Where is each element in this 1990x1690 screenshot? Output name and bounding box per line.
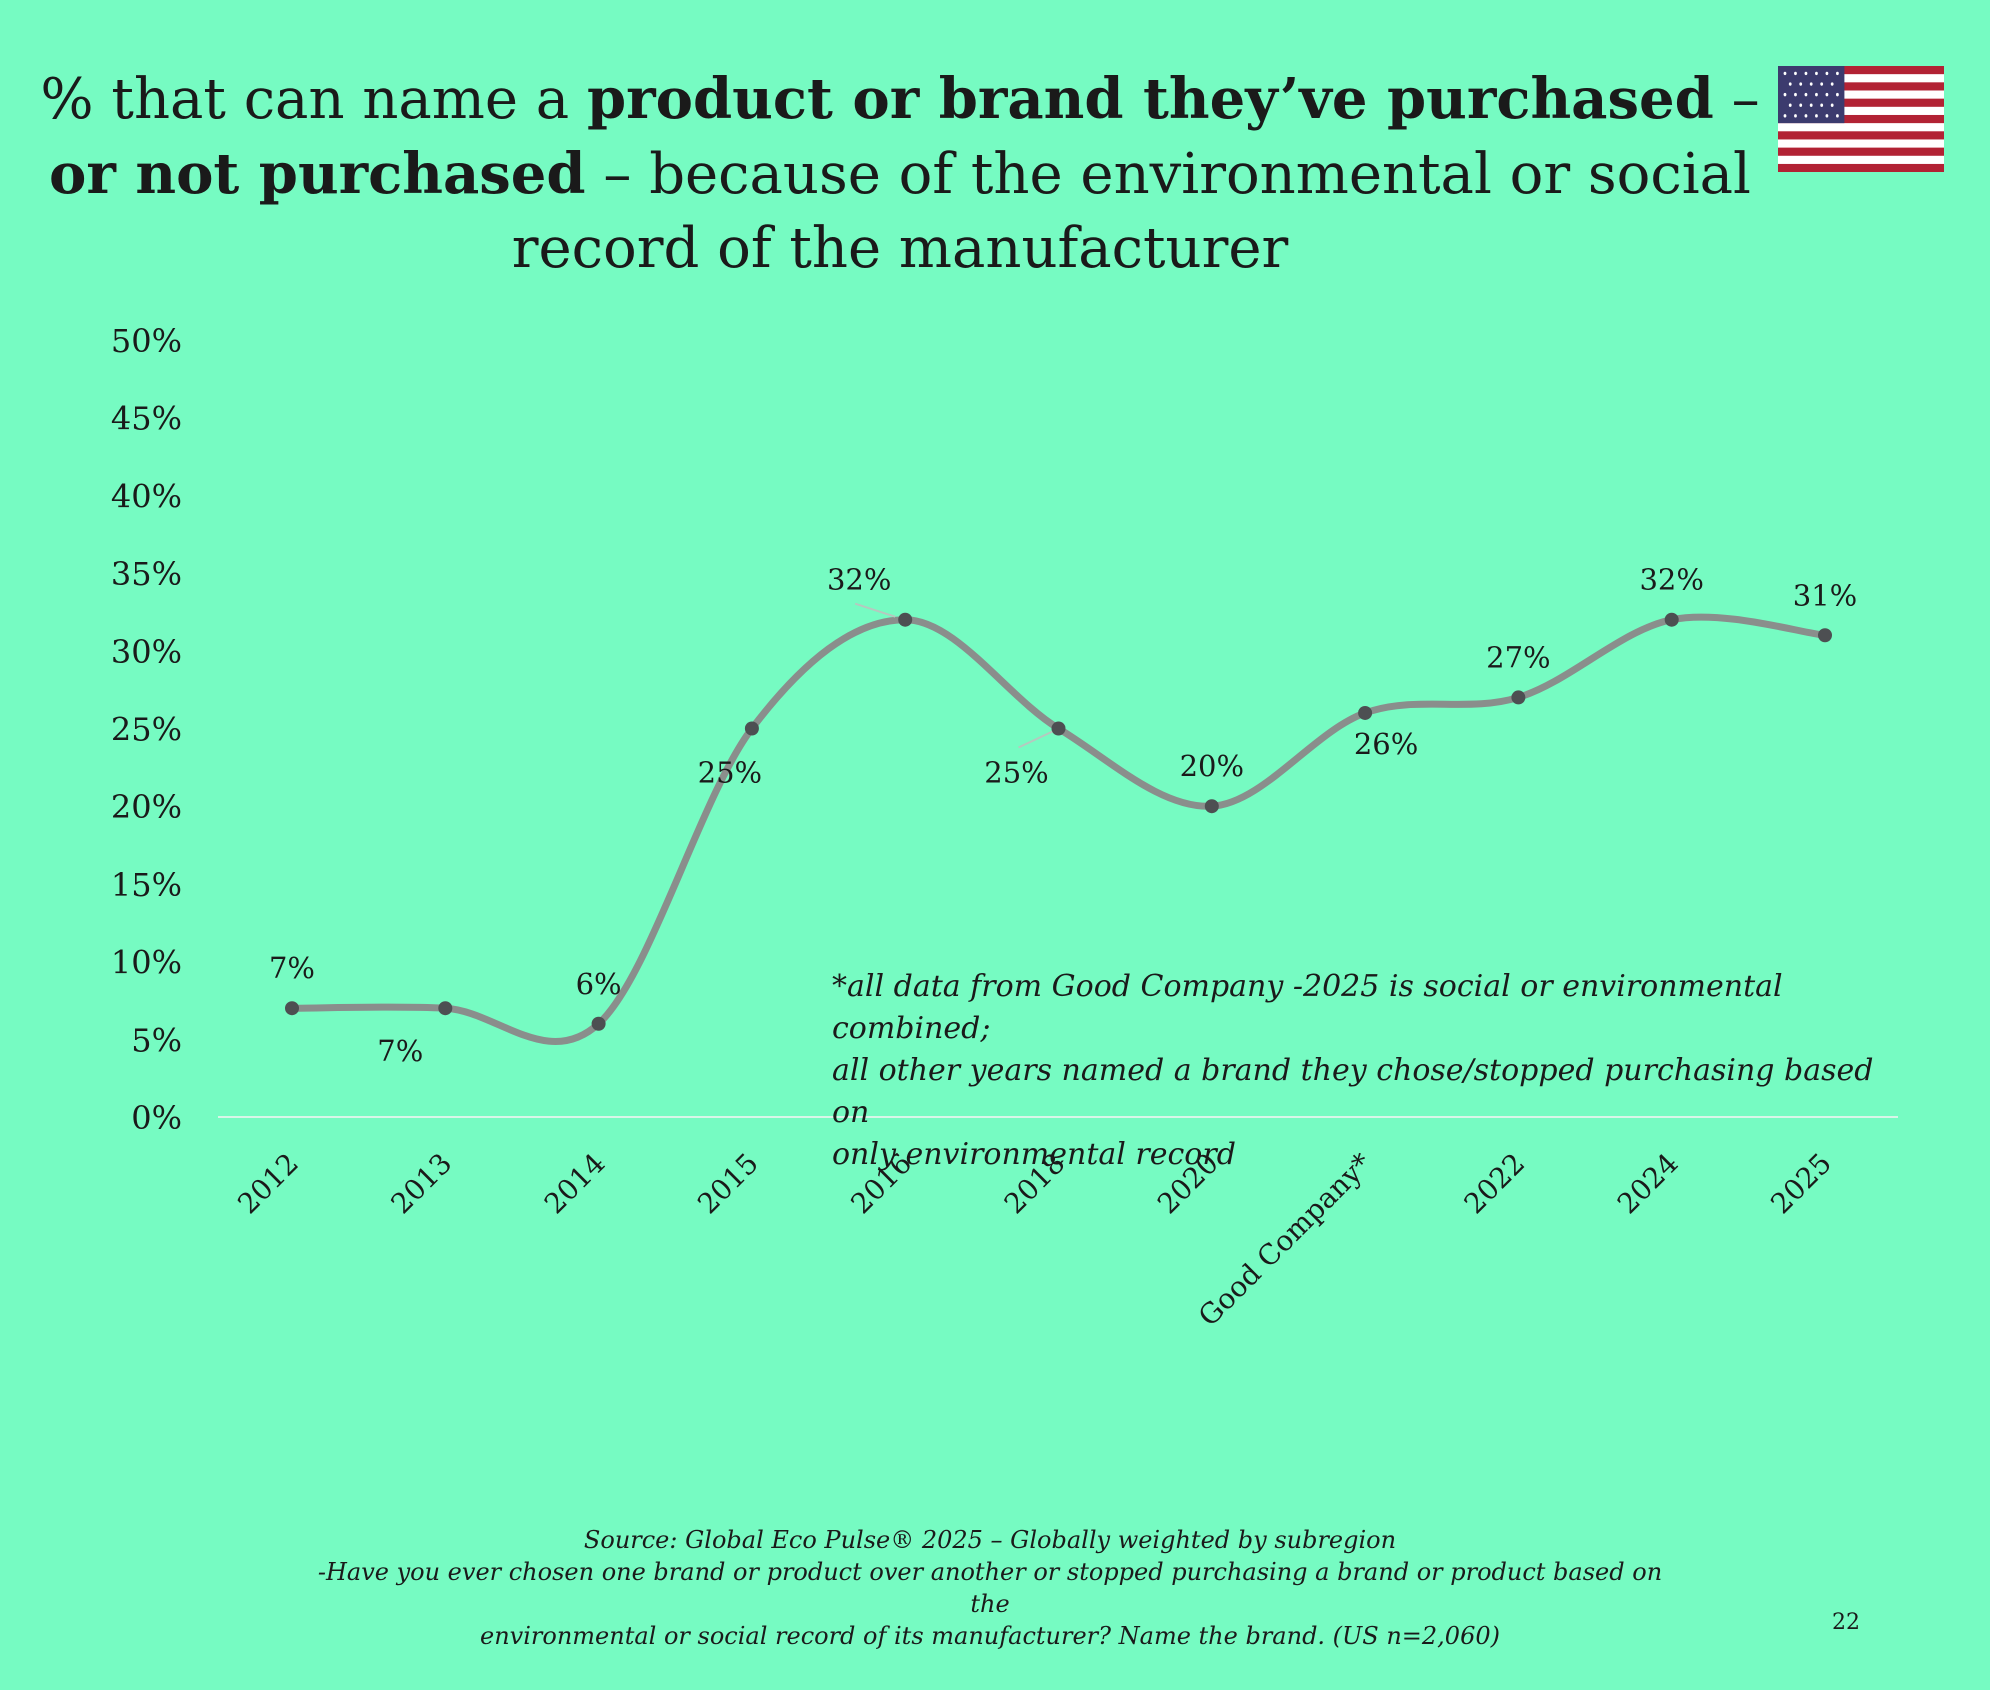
data-point [744, 721, 759, 736]
data-point [1204, 799, 1219, 814]
data-point [1358, 705, 1373, 720]
y-tick-label: 15% [111, 866, 182, 904]
x-tick-label: 2012 [231, 1147, 305, 1221]
us-flag-icon [1778, 66, 1944, 172]
data-label: 7% [377, 1034, 423, 1068]
data-point [591, 1016, 606, 1031]
footnote-line: all other years named a brand they chose… [832, 1053, 1874, 1130]
line-chart: 0% 5% 10% 15% 20% 25% 30% 35% 40% 45% 50% 2012 2013… [111, 322, 1898, 1333]
label-leader-lines [854, 602, 1053, 749]
data-label: 20% [1180, 749, 1244, 783]
y-tick-label: 30% [111, 633, 182, 671]
footnote-line: *all data from Good Company -2025 is soc… [832, 969, 1783, 1046]
data-label: 27% [1486, 640, 1550, 674]
data-markers [285, 612, 1832, 1031]
data-label: 32% [1639, 563, 1703, 597]
data-point [1511, 690, 1526, 705]
data-point [285, 1001, 299, 1016]
source-line: Source: Global Eco Pulse® 2025 – Globall… [583, 1526, 1397, 1554]
y-axis: 0% 5% 10% 15% 20% 25% 30% 35% 40% 45% 50% [111, 322, 182, 1137]
page-number: 22 [1832, 1610, 1860, 1635]
data-label: 7% [269, 951, 315, 985]
source-note: Source: Global Eco Pulse® 2025 – Globall… [300, 1524, 1680, 1652]
y-tick-label: 50% [111, 322, 182, 360]
y-tick-label: 10% [111, 944, 182, 982]
series-line [288, 613, 1829, 1045]
leader-line [1018, 730, 1053, 749]
y-tick-label: 0% [131, 1099, 182, 1137]
x-tick-label: 2014 [538, 1147, 612, 1221]
y-tick-label: 20% [111, 788, 182, 826]
leader-line [854, 602, 896, 618]
data-label: 31% [1793, 578, 1857, 612]
source-line: environmental or social record of its ma… [480, 1622, 1500, 1650]
data-label: 25% [984, 756, 1048, 790]
y-tick-label: 40% [111, 477, 182, 515]
data-labels: 7% 7% 6% 25% 32% 25% 20% 26% 27% 32% 31% [269, 563, 1857, 1069]
x-tick-label: 2013 [385, 1147, 459, 1221]
data-point [1664, 612, 1679, 627]
footnote: *all data from Good Company -2025 is soc… [832, 966, 1912, 1176]
y-tick-label: 45% [111, 400, 182, 438]
data-point [438, 1001, 453, 1016]
x-tick-label: 2015 [691, 1147, 765, 1221]
data-label: 25% [698, 756, 762, 790]
y-tick-label: 35% [111, 555, 182, 593]
data-point [1818, 628, 1832, 643]
source-line: -Have you ever chosen one brand or produ… [317, 1558, 1663, 1618]
data-label: 32% [827, 563, 891, 597]
y-tick-label: 5% [131, 1021, 182, 1059]
footnote-line: only environmental record [832, 1137, 1236, 1172]
data-point [1051, 721, 1066, 736]
data-point [898, 612, 913, 627]
data-label: 26% [1354, 727, 1418, 761]
data-label: 6% [576, 967, 622, 1001]
y-tick-label: 25% [111, 711, 182, 749]
chart-title: % that can name a product or brand they’… [40, 66, 1760, 281]
